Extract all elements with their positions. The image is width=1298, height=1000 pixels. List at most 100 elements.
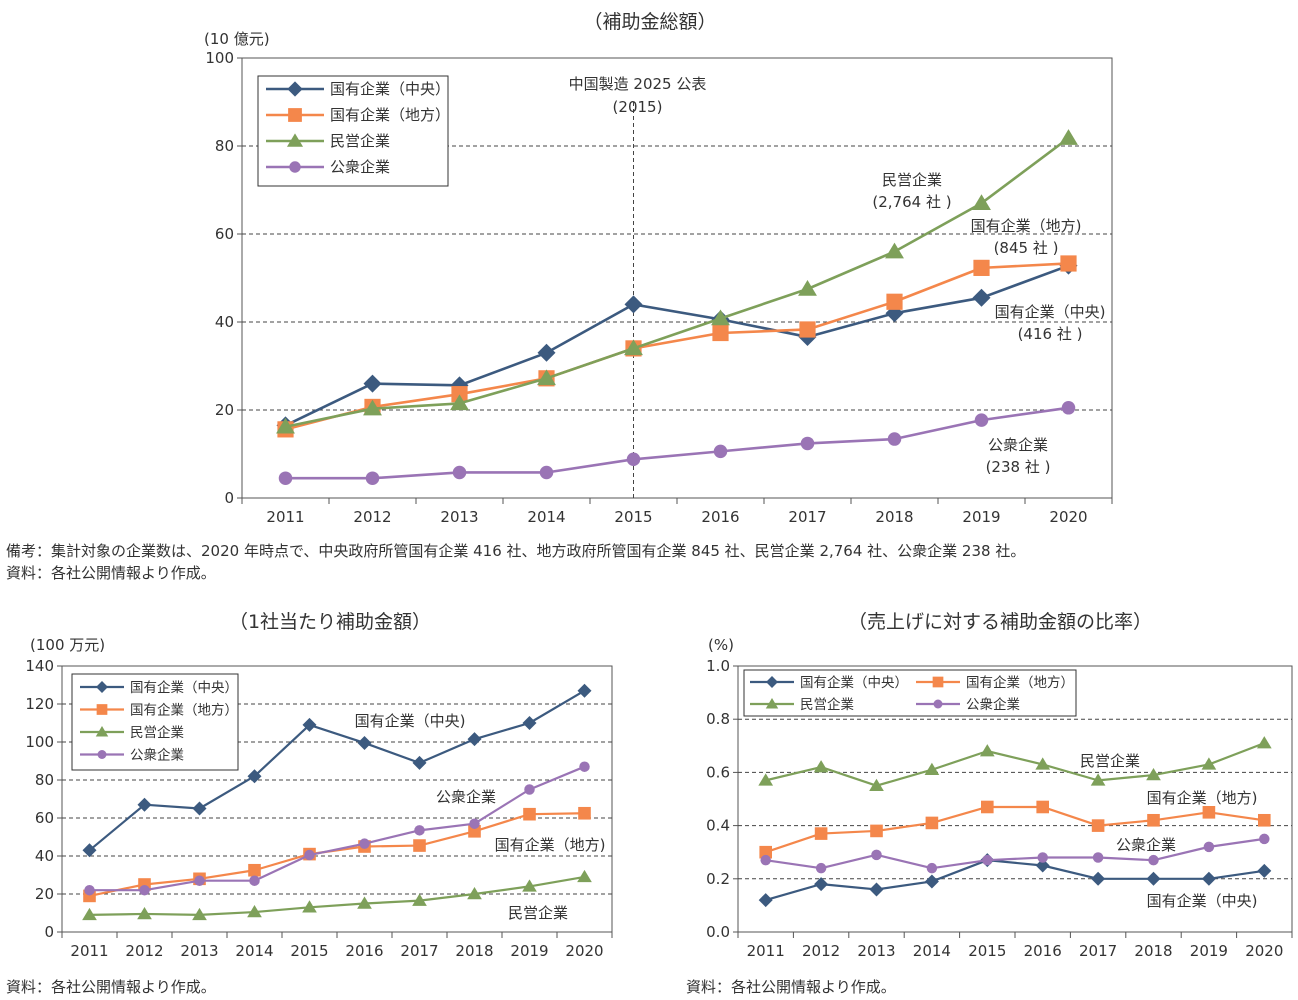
series-line — [285, 262, 1069, 431]
series-public — [278, 401, 1076, 485]
legend-label: 公衆企業 — [966, 696, 1020, 713]
data-point — [248, 863, 261, 877]
series-soe_central — [758, 853, 1272, 908]
data-point — [1146, 871, 1161, 886]
data-point — [365, 471, 380, 485]
data-point — [1257, 863, 1272, 878]
data-point — [304, 849, 315, 861]
x-tick-label: 2019 — [962, 508, 1000, 526]
series-public — [84, 761, 590, 896]
x-tick-label: 2015 — [968, 942, 1006, 960]
data-point — [276, 417, 295, 434]
legend-swatch-marker — [289, 161, 301, 173]
x-tick-label: 2014 — [235, 942, 273, 960]
y-tick-label: 100 — [205, 49, 234, 67]
data-point — [981, 800, 994, 814]
series-public — [760, 833, 1270, 874]
series-annotation: 国有企業（地方) — [1147, 789, 1258, 807]
data-point — [626, 452, 641, 467]
series-line — [89, 765, 585, 892]
y-axis-unit-label: (10 億元) — [204, 30, 270, 48]
data-point — [82, 907, 97, 921]
data-point — [713, 444, 728, 459]
series-annotation: 民営企業 — [508, 904, 568, 922]
data-point — [815, 862, 827, 874]
legend-swatch-marker — [96, 704, 108, 715]
data-point — [869, 882, 884, 897]
x-tick-label: 2012 — [353, 508, 391, 526]
data-point — [1146, 768, 1161, 781]
data-point — [414, 825, 425, 836]
series-line — [765, 742, 1265, 787]
data-point — [578, 806, 591, 820]
data-point — [467, 887, 482, 900]
data-point — [624, 339, 643, 356]
x-tick-label: 2016 — [1024, 942, 1062, 960]
legend-label: 民営企業 — [330, 132, 390, 150]
series-line — [285, 137, 1070, 428]
data-point — [523, 807, 536, 821]
y-tick-label: 0.4 — [706, 817, 730, 835]
data-point — [537, 369, 556, 386]
data-point — [451, 386, 468, 403]
y-tick-label: 0 — [44, 923, 54, 941]
chart-title: （1社当たり補助金額） — [229, 611, 431, 633]
series-line — [765, 837, 1265, 870]
data-point — [302, 717, 317, 732]
x-tick-label: 2014 — [913, 942, 951, 960]
legend-label: 国有企業（地方） — [130, 702, 238, 719]
series-private — [82, 869, 592, 921]
data-point — [1037, 852, 1048, 863]
x-tick-label: 2012 — [125, 942, 163, 960]
data-point — [886, 293, 903, 310]
x-tick-label: 2020 — [1049, 508, 1087, 526]
series-line — [285, 406, 1069, 480]
series-line — [89, 875, 585, 917]
legend-swatch-marker — [287, 81, 303, 97]
data-point — [192, 801, 207, 816]
series-annotation: (416 社 ) — [1018, 325, 1083, 343]
data-point — [799, 321, 816, 338]
x-tick-label: 2011 — [266, 508, 304, 526]
y-tick-label: 0.0 — [706, 923, 730, 941]
data-point — [1203, 841, 1215, 853]
data-point — [982, 854, 993, 866]
legend-box — [743, 669, 1077, 717]
y-tick-label: 80 — [35, 771, 54, 789]
data-point — [814, 827, 828, 840]
legend-swatch-marker — [286, 133, 304, 147]
series-annotation: 公衆企業 — [988, 436, 1048, 454]
x-tick-label: 2019 — [510, 942, 548, 960]
series-annotation: (2,764 社 ) — [872, 193, 951, 211]
data-point — [1202, 806, 1216, 819]
data-point — [972, 194, 991, 210]
legend-label: 公衆企業 — [130, 747, 184, 764]
legend-label: 国有企業（地方） — [966, 674, 1074, 691]
x-tick-label: 2016 — [345, 942, 383, 960]
data-point — [467, 732, 482, 747]
chart-1: （補助金総額） (10 億元) 0 20 40 60 80 100 2011 2012 2013 20… — [204, 11, 1113, 526]
data-point — [759, 845, 772, 859]
data-point — [925, 816, 939, 830]
data-point — [1201, 757, 1217, 770]
legend-swatch-marker — [766, 676, 778, 688]
chart-3: （売上げに対する補助金額の比率） (%) 0.0 0.2 0.4 0.6 0.8 1.0 201… — [706, 611, 1293, 960]
data-point — [758, 773, 774, 786]
data-point — [278, 471, 293, 485]
series-annotation: (845 社 ) — [994, 239, 1059, 257]
series-annotation: 国有企業（中央) — [995, 303, 1106, 321]
series-soe_central — [82, 683, 592, 858]
series-line — [765, 859, 1265, 902]
chart-title: （売上げに対する補助金額の比率） — [848, 611, 1152, 633]
chart-title: （補助金総額） — [583, 11, 716, 33]
x-tick-label: 2012 — [802, 942, 840, 960]
data-point — [412, 893, 427, 906]
data-point — [522, 716, 537, 730]
series-line — [284, 264, 1069, 427]
data-point — [1036, 800, 1049, 814]
legend-label: 国有企業（地方） — [330, 106, 450, 124]
series-annotation: 国有企業（地方) — [495, 836, 606, 854]
data-point — [1059, 129, 1078, 145]
y-tick-label: 40 — [215, 313, 234, 331]
legend-swatch-marker — [95, 726, 109, 737]
